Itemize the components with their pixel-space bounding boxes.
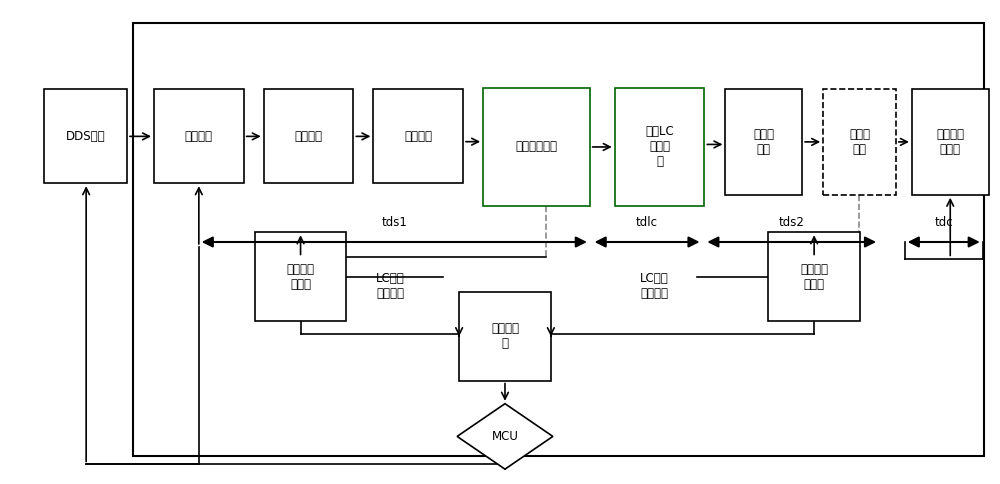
Bar [768,232,860,321]
Text: tds2: tds2 [779,215,805,228]
Text: 第二相位
延迟器: 第二相位 延迟器 [287,263,315,291]
Text: 第一互
感器: 第一互 感器 [753,128,774,156]
Bar [255,232,346,321]
Text: MCU: MCU [492,430,518,443]
Text: 驱动模块: 驱动模块 [404,130,432,143]
Bar [912,89,989,195]
Bar [264,90,353,183]
Bar [373,90,463,183]
Text: 第三相位
延迟器: 第三相位 延迟器 [800,263,828,291]
Polygon shape [457,404,553,469]
Text: tdc: tdc [934,215,953,228]
Text: DDS模块: DDS模块 [66,130,105,143]
Text: tds1: tds1 [381,215,407,228]
Bar [823,89,896,195]
Bar [725,89,802,195]
Text: tdlc: tdlc [636,215,658,228]
Bar [483,88,590,206]
Text: LC串联
电流信号: LC串联 电流信号 [640,272,669,300]
Bar [44,90,127,183]
Bar [459,292,551,380]
Bar [154,90,244,183]
Bar [133,23,984,456]
Text: 第一相位
延迟器: 第一相位 延迟器 [936,128,964,156]
Text: 第一LC
振荡电
路: 第一LC 振荡电 路 [645,125,674,168]
Bar [615,88,704,206]
Text: 选路开关: 选路开关 [185,130,213,143]
Text: LC两端
电压信号: LC两端 电压信号 [376,272,405,300]
Text: 光耦隔离: 光耦隔离 [295,130,323,143]
Text: 过零比
较器: 过零比 较器 [849,128,870,156]
Text: 相位比较
器: 相位比较 器 [491,322,519,350]
Text: 全桥逆变电路: 全桥逆变电路 [515,140,557,153]
